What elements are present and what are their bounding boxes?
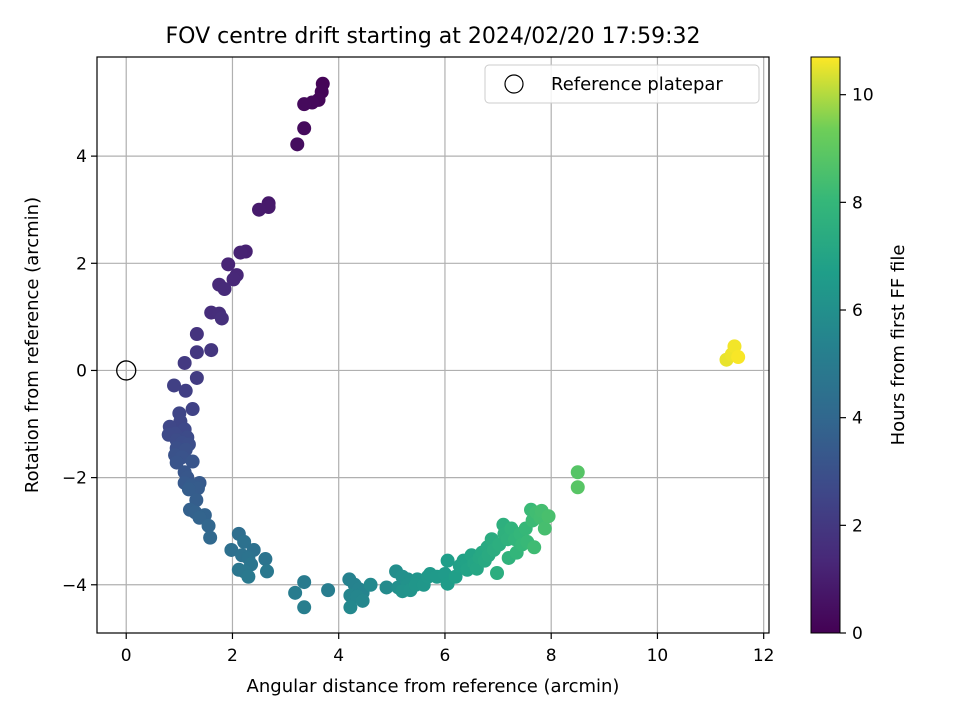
scatter-point xyxy=(189,370,204,385)
scatter-point xyxy=(297,97,312,112)
scatter-point xyxy=(448,569,463,584)
scatter-point xyxy=(214,311,229,326)
colorbar-tick-label: 4 xyxy=(852,409,863,429)
scatter-point xyxy=(177,355,192,370)
scatter-point xyxy=(379,580,394,595)
legend-box xyxy=(484,64,760,104)
x-tick-label: 0 xyxy=(121,646,132,666)
y-axis-label: Rotation from reference (arcmin) xyxy=(22,197,43,493)
scatter-point xyxy=(217,282,232,297)
scatter-point xyxy=(237,534,252,549)
colorbar-tick-label: 0 xyxy=(852,624,863,644)
scatter-point xyxy=(185,402,200,417)
scatter-point xyxy=(178,383,193,398)
colorbar-label: Hours from first FF file xyxy=(888,245,909,446)
scatter-point xyxy=(241,569,256,584)
scatter-point xyxy=(343,600,358,615)
scatter-point xyxy=(226,272,241,287)
colorbar-ticks: 0 2 4 6 8 10 xyxy=(840,86,874,644)
y-tick-label: 4 xyxy=(76,147,87,167)
legend-entry-reference: Reference platepar xyxy=(551,74,723,95)
chart-title: FOV centre drift starting at 2024/02/20 … xyxy=(166,24,701,49)
grid-lines xyxy=(97,57,769,633)
scatter-point xyxy=(252,202,267,217)
scatter-point xyxy=(355,593,370,608)
scatter-point xyxy=(537,521,552,536)
y-tick-label: −4 xyxy=(62,576,87,596)
scatter-points xyxy=(116,76,746,615)
x-tick-label: 4 xyxy=(333,646,344,666)
reference-marker xyxy=(116,360,137,381)
colorbar: 0 2 4 6 8 10 Hours from first FF file xyxy=(810,56,909,644)
y-axis-ticks: −4 −2 0 2 4 xyxy=(62,147,97,596)
x-tick-label: 10 xyxy=(647,646,669,666)
scatter-point xyxy=(258,552,273,567)
legend: Reference platepar xyxy=(484,64,760,104)
scatter-point xyxy=(233,245,248,260)
scatter-point xyxy=(167,378,182,393)
colorbar-tick-label: 8 xyxy=(852,193,863,213)
scatter-point xyxy=(290,137,305,152)
y-tick-label: 2 xyxy=(76,254,87,274)
colorbar-tick-label: 2 xyxy=(852,516,863,536)
scatter-point xyxy=(189,345,204,360)
legend-marker xyxy=(504,74,524,94)
y-tick-label: −2 xyxy=(62,469,87,489)
x-axis-ticks: 0 2 4 6 8 10 12 xyxy=(121,633,775,666)
y-tick-label: 0 xyxy=(76,361,87,381)
x-tick-label: 2 xyxy=(227,646,238,666)
scatter-point xyxy=(189,327,204,342)
scatter-point xyxy=(288,585,303,600)
scatter-point xyxy=(201,518,216,533)
colorbar-tick-label: 6 xyxy=(852,301,863,321)
scatter-point xyxy=(221,257,236,272)
colorbar-gradient xyxy=(810,56,841,634)
scatter-point xyxy=(224,542,239,557)
scatter-point xyxy=(490,565,505,580)
scatter-point xyxy=(321,583,336,598)
scatter-point xyxy=(541,509,556,524)
scatter-point xyxy=(203,530,218,545)
scatter-point xyxy=(297,600,312,615)
scatter-point xyxy=(204,343,219,358)
scatter-point xyxy=(570,465,585,480)
scatter-point xyxy=(297,121,312,136)
scatter-point xyxy=(527,540,542,555)
x-tick-label: 12 xyxy=(753,646,775,666)
colorbar-tick-label: 10 xyxy=(852,86,874,106)
x-axis-label: Angular distance from reference (arcmin) xyxy=(247,676,620,697)
x-tick-label: 6 xyxy=(440,646,451,666)
scatter-point xyxy=(259,564,274,579)
scatter-point xyxy=(570,480,585,495)
scatter-point xyxy=(185,454,200,469)
plot-frame xyxy=(96,56,770,634)
scatter-point xyxy=(440,553,455,568)
scatter-point xyxy=(181,482,196,497)
scatter-point xyxy=(192,510,207,525)
scatter-point xyxy=(363,577,378,592)
scatter-point xyxy=(727,339,742,354)
scatter-point xyxy=(731,350,746,365)
scatter-point xyxy=(169,455,184,470)
scatter-point xyxy=(297,575,312,590)
x-tick-label: 8 xyxy=(546,646,557,666)
